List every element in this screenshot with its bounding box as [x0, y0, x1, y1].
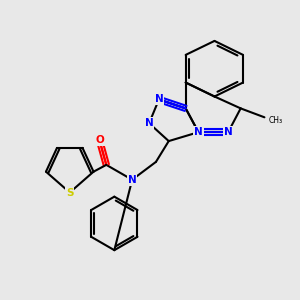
Text: N: N [154, 94, 163, 104]
Text: N: N [224, 127, 233, 137]
Text: O: O [95, 135, 104, 145]
Text: CH₃: CH₃ [269, 116, 283, 125]
Text: N: N [194, 127, 203, 137]
Text: N: N [145, 118, 154, 128]
Text: S: S [66, 188, 74, 197]
Text: N: N [128, 175, 136, 185]
